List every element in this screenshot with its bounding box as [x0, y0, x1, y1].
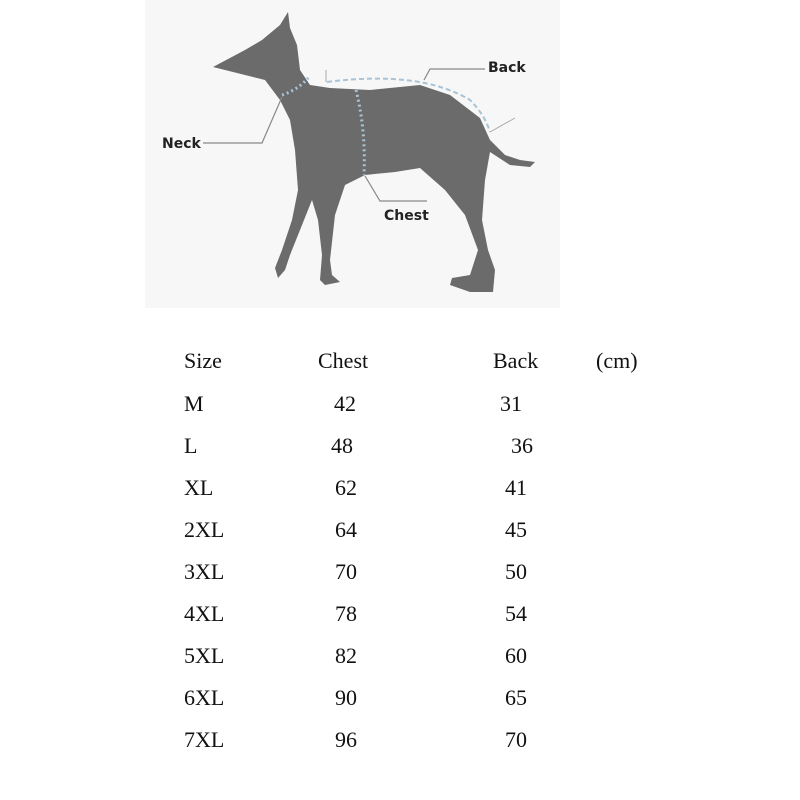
cell-back: 50: [505, 559, 527, 584]
dog-silhouette: [213, 12, 535, 292]
cell-back: 54: [505, 601, 527, 626]
cell-chest: 64: [335, 517, 357, 542]
header-unit: (cm): [596, 348, 638, 373]
cell-back: 36: [511, 433, 533, 458]
cell-size: 6XL: [184, 685, 225, 710]
neck-measure-line: [281, 75, 312, 97]
neck-label: Neck: [162, 136, 202, 152]
back-leader-line: [423, 68, 485, 81]
cell-chest: 70: [335, 559, 357, 584]
cell-size: 5XL: [184, 643, 225, 668]
cell-size: 2XL: [184, 517, 225, 542]
header-size: Size: [184, 348, 222, 373]
cell-chest: 96: [335, 727, 357, 752]
chest-leader-line: [364, 175, 427, 202]
cell-back: 41: [505, 475, 527, 500]
cell-chest: 82: [335, 643, 357, 668]
cell-chest: 90: [335, 685, 357, 710]
back-tick-line: [489, 117, 516, 133]
dog-measurement-diagram: Neck Back Chest: [145, 0, 560, 308]
cell-back: 70: [505, 727, 527, 752]
neck-leader-line: [203, 96, 283, 144]
cell-size: M: [184, 391, 204, 416]
back-measure-line: [326, 77, 491, 133]
chest-label: Chest: [384, 208, 429, 224]
cell-size: XL: [184, 475, 214, 500]
header-back: Back: [493, 348, 539, 373]
cell-chest: 62: [335, 475, 357, 500]
cell-back: 45: [505, 517, 527, 542]
cell-back: 65: [505, 685, 527, 710]
back-label: Back: [488, 60, 526, 76]
cell-size: 7XL: [184, 727, 225, 752]
cell-back: 60: [505, 643, 527, 668]
cell-chest: 42: [334, 391, 356, 416]
chest-measure-line: [354, 89, 366, 176]
cell-size: 3XL: [184, 559, 225, 584]
cell-back: 31: [500, 391, 522, 416]
cell-chest: 78: [335, 601, 357, 626]
cell-size: L: [184, 433, 198, 458]
cell-size: 4XL: [184, 601, 225, 626]
cell-chest: 48: [331, 433, 353, 458]
header-chest: Chest: [318, 348, 369, 373]
